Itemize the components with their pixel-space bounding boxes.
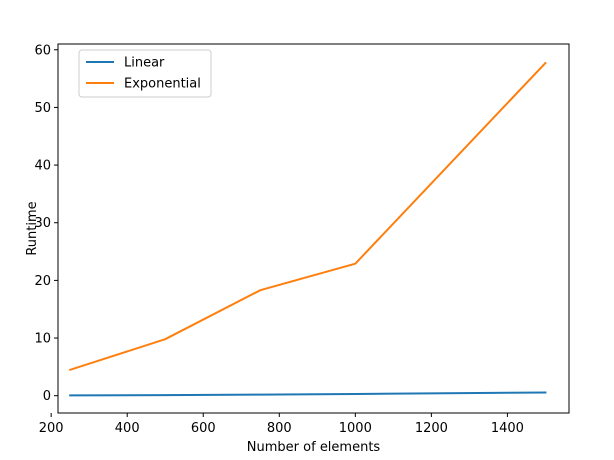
plot-frame — [57, 43, 570, 414]
x-tick-label: 1000 — [339, 421, 372, 436]
x-tick-label: 400 — [115, 421, 140, 436]
x-tick-label: 800 — [267, 421, 292, 436]
y-tick-label: 10 — [34, 332, 51, 347]
x-tick-label: 200 — [39, 421, 64, 436]
series-line-linear — [69, 391, 547, 397]
legend-label: Exponential — [124, 77, 201, 92]
y-tick-label: 50 — [34, 101, 51, 116]
x-tick-label: 600 — [191, 421, 216, 436]
y-axis-ticks: 0 10 20 30 40 50 60 — [34, 43, 58, 404]
y-tick-label: 40 — [34, 159, 51, 174]
y-tick-label: 30 — [34, 216, 51, 231]
x-tick-label: 1400 — [491, 421, 524, 436]
series-layer — [68, 61, 547, 397]
legend-label: Linear — [124, 56, 165, 71]
legend: Linear Exponential — [78, 49, 212, 98]
x-axis-label: Number of elements — [247, 440, 381, 455]
y-tick-label: 0 — [43, 389, 51, 404]
x-axis-ticks: 200 400 600 800 1000 1200 1400 — [39, 413, 524, 436]
series-line-exponential — [68, 61, 547, 372]
y-tick-label: 60 — [34, 43, 51, 58]
y-tick-label: 20 — [34, 274, 51, 289]
x-tick-label: 1200 — [415, 421, 448, 436]
y-axis-label: Runtime — [25, 201, 40, 255]
